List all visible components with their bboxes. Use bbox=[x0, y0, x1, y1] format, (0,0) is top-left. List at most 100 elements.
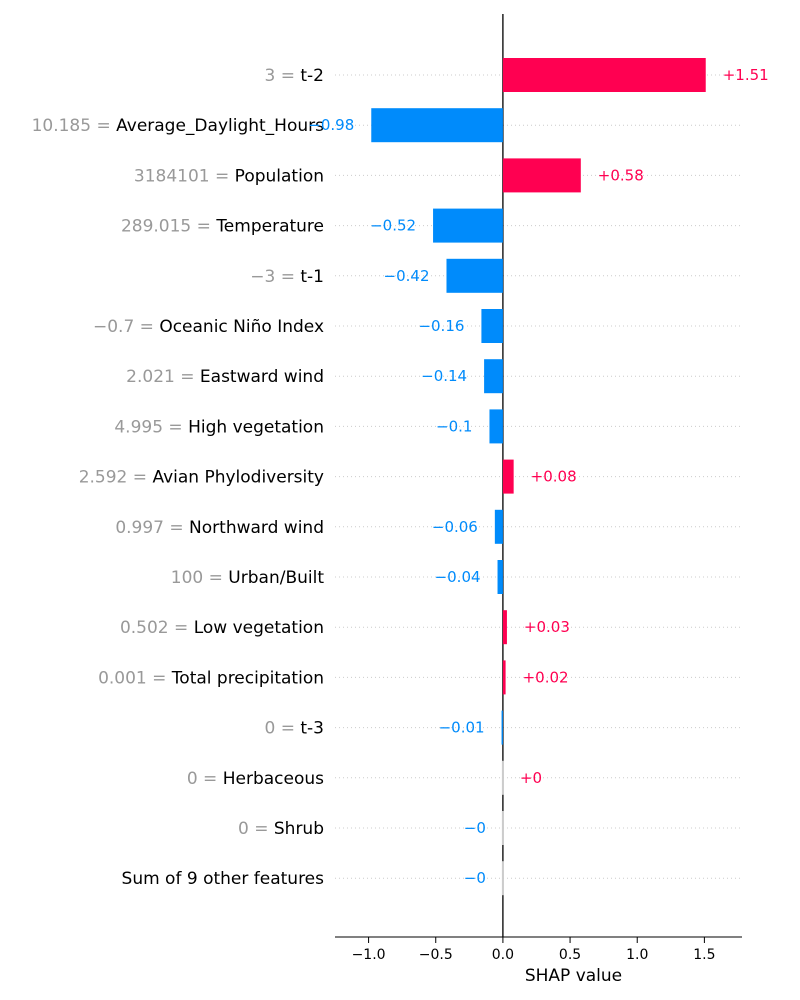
feature-labels: 3 = t-210.185 = Average_Daylight_Hours31… bbox=[32, 66, 325, 889]
feature-value: 3184101 bbox=[134, 166, 210, 186]
feature-equals: = bbox=[275, 66, 300, 86]
data-labels: +1.51 −0.98 +0.58 −0.52 −0.42 −0.16 −0.14 −0.1 +… bbox=[308, 66, 768, 887]
feature-label: 3184101 = Population bbox=[134, 166, 324, 186]
feature-value: 3 bbox=[264, 66, 275, 86]
feature-name: Sum of 9 other features bbox=[122, 869, 325, 889]
feature-name: t-3 bbox=[300, 719, 324, 739]
feature-value: 10.185 bbox=[32, 116, 91, 136]
x-tick-label: −1.0 bbox=[352, 947, 386, 963]
x-tick-label: 1.5 bbox=[693, 947, 715, 963]
feature-label: 4.995 = High vegetation bbox=[114, 417, 324, 437]
feature-equals: = bbox=[163, 417, 188, 437]
feature-name: t-1 bbox=[300, 267, 324, 287]
feature-equals: = bbox=[198, 769, 223, 789]
bar bbox=[502, 610, 507, 645]
x-tick-label: 0.0 bbox=[492, 947, 514, 963]
feature-label: 10.185 = Average_Daylight_Hours bbox=[32, 116, 325, 136]
feature-name: Average_Daylight_Hours bbox=[116, 116, 324, 136]
bar bbox=[497, 560, 503, 594]
feature-name: Total precipitation bbox=[171, 668, 324, 688]
feature-name: High vegetation bbox=[188, 417, 324, 437]
x-tick-label: 0.5 bbox=[559, 947, 581, 963]
feature-label: 0.001 = Total precipitation bbox=[98, 668, 324, 688]
feature-name: Oceanic Niño Index bbox=[159, 317, 324, 337]
feature-label: Sum of 9 other features bbox=[122, 869, 325, 889]
bar bbox=[502, 158, 581, 193]
x-axis: −1.0 −0.5 0.0 0.5 1.0 1.5 SHAP value bbox=[335, 936, 742, 986]
feature-name: Avian Phylodiversity bbox=[152, 468, 324, 488]
feature-equals: = bbox=[127, 468, 152, 488]
feature-name: Urban/Built bbox=[228, 568, 324, 588]
feature-equals: = bbox=[203, 568, 228, 588]
data-label: +0.02 bbox=[523, 668, 569, 686]
feature-value: 0 bbox=[187, 769, 198, 789]
bar bbox=[502, 660, 506, 695]
feature-equals: = bbox=[134, 317, 159, 337]
feature-label: −0.7 = Oceanic Niño Index bbox=[93, 317, 324, 337]
feature-value: 2.592 bbox=[79, 468, 128, 488]
feature-label: 0 = Herbaceous bbox=[187, 769, 324, 789]
data-label: +0.08 bbox=[531, 468, 577, 486]
feature-label: 0.997 = Northward wind bbox=[115, 518, 324, 538]
x-axis-title: SHAP value bbox=[525, 966, 622, 986]
feature-equals: = bbox=[169, 618, 194, 638]
x-tick-label: −0.5 bbox=[419, 947, 453, 963]
feature-name: Northward wind bbox=[189, 518, 324, 538]
feature-value: 0.502 bbox=[120, 618, 169, 638]
feature-equals: = bbox=[275, 267, 300, 287]
feature-value: 0 bbox=[238, 819, 249, 839]
data-label: −0.98 bbox=[308, 116, 354, 134]
feature-name: Eastward wind bbox=[200, 367, 324, 387]
feature-equals: = bbox=[164, 518, 189, 538]
data-label: −0.04 bbox=[435, 568, 481, 586]
data-label: −0.16 bbox=[418, 317, 464, 335]
feature-label: 100 = Urban/Built bbox=[171, 568, 325, 588]
bar bbox=[501, 811, 504, 845]
feature-value: −3 bbox=[250, 267, 275, 287]
feature-label: 3 = t-2 bbox=[264, 66, 324, 86]
bar bbox=[494, 509, 503, 544]
bar bbox=[484, 359, 503, 394]
feature-label: −3 = t-1 bbox=[250, 267, 324, 287]
feature-value: 2.021 bbox=[126, 367, 175, 387]
feature-name: Herbaceous bbox=[223, 769, 324, 789]
feature-equals: = bbox=[147, 668, 172, 688]
feature-value: −0.7 bbox=[93, 317, 134, 337]
feature-label: 2.021 = Eastward wind bbox=[126, 367, 324, 387]
bar bbox=[502, 58, 706, 92]
bar bbox=[446, 258, 503, 293]
feature-name: Temperature bbox=[215, 217, 324, 237]
feature-name: Low vegetation bbox=[194, 618, 324, 638]
bars bbox=[371, 58, 706, 896]
data-label: +1.51 bbox=[723, 66, 769, 84]
bar bbox=[501, 760, 504, 795]
feature-name: t-2 bbox=[300, 66, 324, 86]
data-label: −0.42 bbox=[384, 267, 430, 285]
bar bbox=[489, 409, 503, 444]
feature-equals: = bbox=[91, 116, 116, 136]
x-axis-ticks: −1.0 −0.5 0.0 0.5 1.0 1.5 bbox=[352, 937, 716, 963]
feature-name: Population bbox=[235, 166, 324, 186]
bar bbox=[502, 459, 514, 494]
x-tick-label: 1.0 bbox=[626, 947, 648, 963]
data-label: −0 bbox=[464, 869, 486, 887]
feature-equals: = bbox=[191, 217, 216, 237]
data-label: −0.14 bbox=[421, 367, 467, 385]
bar bbox=[371, 108, 503, 143]
feature-label: 0.502 = Low vegetation bbox=[120, 618, 324, 638]
feature-equals: = bbox=[249, 819, 274, 839]
data-label: −0.52 bbox=[370, 217, 416, 235]
feature-value: 4.995 bbox=[114, 417, 163, 437]
feature-value: 0.001 bbox=[98, 668, 147, 688]
bar bbox=[433, 208, 503, 243]
feature-value: 0.997 bbox=[115, 518, 164, 538]
feature-equals: = bbox=[275, 719, 300, 739]
data-label: −0 bbox=[464, 819, 486, 837]
feature-label: 0 = t-3 bbox=[264, 719, 324, 739]
data-label: +0.58 bbox=[598, 166, 644, 184]
feature-value: 289.015 bbox=[121, 217, 191, 237]
data-label: −0.1 bbox=[436, 417, 472, 435]
feature-name: Shrub bbox=[274, 819, 324, 839]
bar bbox=[481, 309, 503, 343]
